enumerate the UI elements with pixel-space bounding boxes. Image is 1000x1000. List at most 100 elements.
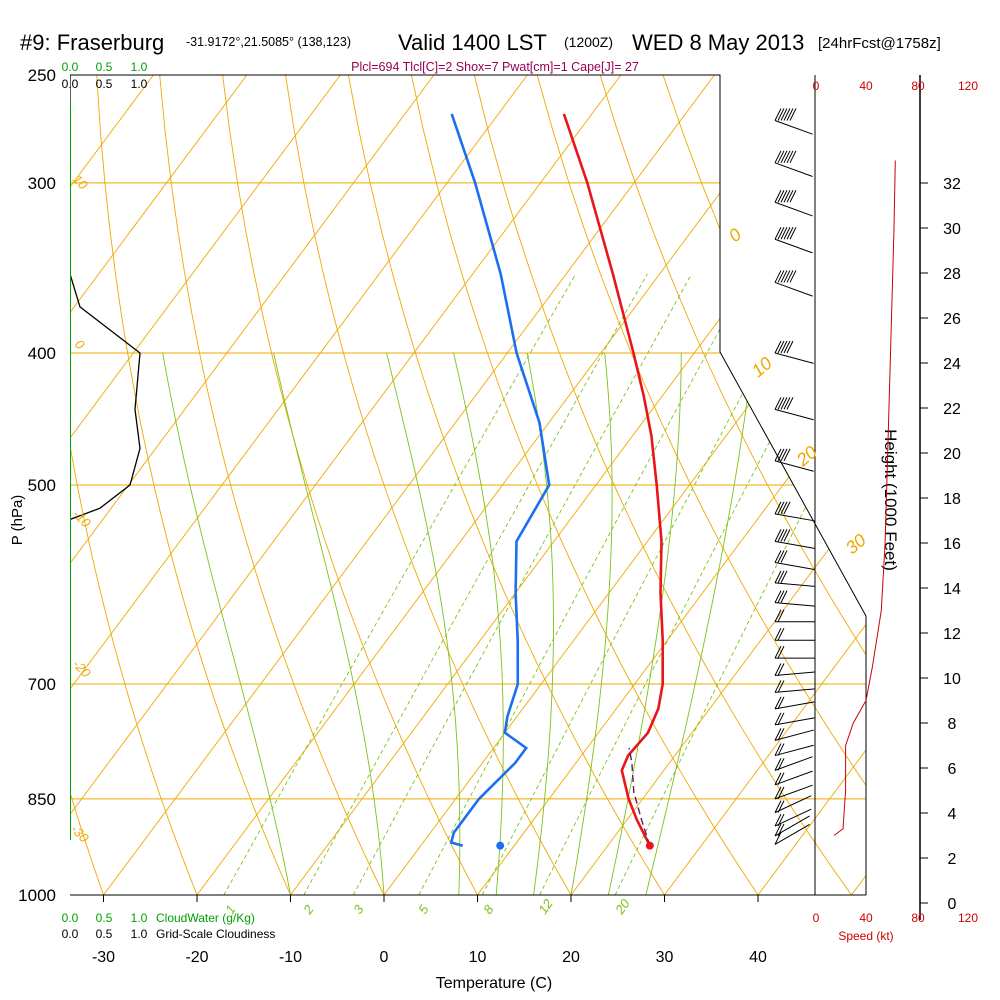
wind-barb-flag	[783, 397, 791, 410]
cloudwater-top-tick: 0.0	[62, 60, 79, 74]
wind-barb-staff	[774, 162, 813, 177]
zulu-time: (1200Z)	[564, 34, 613, 50]
wind-barb	[774, 270, 813, 297]
wind-barb-flag	[774, 150, 782, 164]
wind-barb	[774, 501, 815, 522]
pressure-tick-label: 500	[28, 476, 56, 495]
isotherm-line	[70, 75, 341, 895]
x-tick-label: 40	[749, 949, 767, 966]
wind-barb-flag	[774, 340, 782, 354]
wind-barb	[774, 340, 814, 364]
wind-barb	[774, 570, 815, 587]
moist-adiabat	[526, 352, 554, 895]
pressure-tick-label: 700	[28, 675, 56, 694]
wind-barb-flag	[789, 150, 797, 164]
height-tick-label: 28	[943, 266, 961, 283]
speed-label: Speed (kt)	[838, 929, 893, 943]
wind-barb	[774, 770, 813, 786]
wind-barb-staff	[774, 352, 814, 364]
height-tick-label: 26	[943, 311, 961, 328]
wind-barb-flag	[783, 108, 791, 121]
surface-dewpoint-dot	[496, 841, 505, 850]
isotherm-label-right: 10	[748, 353, 776, 381]
moist-adiabat	[570, 352, 613, 895]
speed-top-tick: 0	[813, 79, 820, 93]
wind-barb-flag	[774, 108, 782, 121]
isotherm-label-left: 0	[72, 337, 88, 353]
wind-barb-flag	[789, 108, 797, 121]
wind-barb-staff	[774, 582, 815, 587]
wind-barb-staff	[774, 688, 815, 693]
wind-barb-staff	[774, 201, 813, 217]
wind-barb-staff	[774, 717, 815, 726]
wind-barb-flag	[783, 448, 791, 462]
isotherm-line	[196, 75, 809, 895]
wind-barb-flag	[777, 590, 785, 603]
speed-top-tick: 120	[958, 79, 978, 93]
wind-barb	[774, 108, 813, 135]
valid-time: Valid 1400 LST	[398, 30, 547, 55]
speed-top-tick: 80	[911, 79, 925, 93]
wind-barb-flag	[774, 397, 782, 410]
wind-barb-flag	[777, 743, 785, 756]
wind-barb-flag	[777, 570, 785, 584]
wind-barb-flag	[777, 529, 785, 542]
wind-barb-flag	[780, 340, 788, 354]
wind-barb-staff	[774, 281, 813, 297]
wind-barb	[774, 728, 814, 741]
height-tick-label: 10	[943, 671, 961, 688]
wind-barb-flag	[774, 823, 782, 837]
wind-barb-flag	[777, 550, 785, 563]
wind-barb-staff	[774, 562, 815, 570]
moist-adiabat	[453, 352, 504, 895]
cloudwater-bottom-tick: 1.0	[131, 911, 148, 925]
wind-barb-flag	[777, 712, 785, 726]
x-tick-label: 0	[380, 949, 389, 966]
wind-barb-flag	[777, 680, 785, 693]
wind-barb-flag	[774, 448, 782, 462]
wind-barb-staff	[774, 744, 814, 757]
isotherm-line	[70, 75, 622, 895]
wind-barb	[774, 712, 815, 726]
speed-bottom-tick: 0	[813, 911, 820, 925]
wind-barb-flag	[774, 680, 782, 693]
moist-adiabat	[645, 352, 754, 895]
wind-barb-flag	[777, 772, 785, 786]
wind-barb-staff	[774, 120, 813, 135]
wind-barb-flag	[786, 190, 794, 203]
cloudiness-label: Grid-Scale Cloudiness	[156, 927, 275, 941]
height-tick-label: 6	[948, 761, 957, 778]
mixing-ratio-line	[352, 273, 692, 895]
wind-barb-flag	[777, 108, 785, 121]
wind-barb-flag	[780, 190, 788, 203]
wind-barb-flag	[780, 448, 788, 462]
wind-barb-flag	[777, 609, 785, 622]
wind-barb	[774, 680, 815, 693]
pressure-tick-label: 250	[28, 66, 56, 85]
stability-indices: Plcl=694 Tlcl[C]=2 Shox=7 Pwat[cm]=1 Cap…	[351, 60, 639, 74]
wind-barb-flag	[786, 270, 794, 283]
wind-barb-flag	[774, 627, 782, 641]
wind-barb-flag	[780, 529, 788, 542]
height-tick-label: 4	[948, 806, 957, 823]
wind-barb-flag	[774, 696, 782, 710]
y-axis-label: P (hPa)	[9, 495, 26, 546]
wind-barb-flag	[777, 150, 785, 164]
dry-adiabat	[599, 75, 866, 895]
wind-barb-flag	[783, 340, 791, 354]
height-axis-label: Height (1000 Feet)	[881, 429, 900, 571]
wind-barb-flag	[774, 663, 782, 676]
moist-adiabat	[386, 352, 461, 895]
dry-adiabat	[851, 75, 866, 895]
temperature-profile	[562, 113, 665, 847]
wind-barb-flag	[777, 226, 785, 240]
wind-barb	[774, 550, 815, 570]
dry-adiabat	[159, 75, 385, 895]
wind-barb-flag	[780, 108, 788, 121]
forecast-run: [24hrFcst@1758z]	[818, 35, 941, 52]
height-tick-label: 22	[943, 401, 961, 418]
wind-barb-flag	[774, 529, 782, 542]
wind-barb-flag	[774, 800, 782, 813]
height-tick-label: 16	[943, 536, 961, 553]
